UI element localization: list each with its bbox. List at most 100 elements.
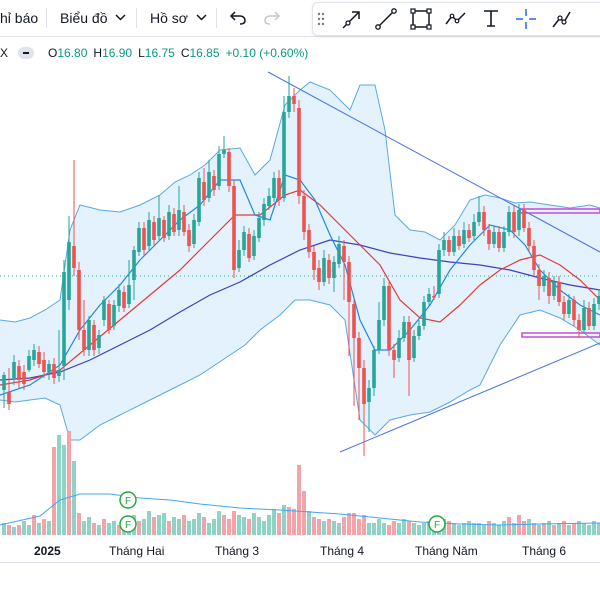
chevron-down-icon — [115, 13, 127, 24]
candle-body — [522, 210, 526, 228]
candle-body — [482, 212, 486, 230]
volume-bar — [302, 491, 306, 535]
volume-bar — [377, 519, 381, 535]
volume-bar — [572, 523, 576, 535]
candle-body — [277, 178, 281, 200]
candle-body — [42, 360, 46, 372]
redo-button[interactable] — [263, 0, 281, 36]
candle-body — [507, 212, 511, 232]
trend-line-tool-button[interactable] — [373, 6, 399, 32]
volume-bar — [117, 525, 121, 535]
ma-mid-line — [0, 189, 600, 386]
candle-body — [327, 260, 331, 278]
volume-bar — [352, 513, 356, 535]
candle-body — [82, 330, 86, 350]
arrow-tool-button[interactable] — [339, 6, 365, 32]
volume-bar — [367, 523, 371, 535]
path-icon — [445, 12, 466, 25]
candle-body — [527, 228, 531, 246]
volume-bar — [177, 519, 181, 535]
price-chart[interactable]: F F F — [0, 36, 600, 576]
volume-bar — [317, 519, 321, 535]
top-toolbar: hỉ báo Biểu đồ Hồ sơ — [0, 0, 600, 37]
crosshair-tool-button[interactable] — [513, 6, 539, 32]
candle-body — [432, 296, 436, 298]
candle-body — [127, 285, 131, 304]
candle-body — [577, 320, 581, 330]
volume-bar — [92, 523, 96, 535]
volume-bar — [12, 527, 16, 535]
volume-bar — [567, 525, 571, 535]
close-value: 16.85 — [189, 46, 220, 60]
candle-body — [332, 262, 336, 278]
volume-bar — [297, 465, 301, 535]
volume-bar — [382, 523, 386, 535]
profile-label: Hồ sơ — [150, 10, 188, 26]
divider — [136, 8, 137, 28]
drawing-toolbar — [312, 2, 600, 36]
volume-bar — [187, 521, 191, 535]
volume-bar — [457, 525, 461, 535]
open-value: 16.80 — [57, 46, 88, 60]
candle-body — [402, 322, 406, 338]
volume-bar — [77, 513, 81, 535]
candle-body — [117, 290, 121, 306]
volume-bar — [287, 507, 291, 535]
volume-bar — [102, 519, 106, 535]
volume-bar — [162, 513, 166, 535]
charts-menu[interactable]: Biểu đồ — [60, 0, 127, 36]
volume-bar — [192, 519, 196, 535]
candle-body — [497, 232, 501, 248]
volume-bar — [522, 521, 526, 535]
candle-body — [227, 152, 231, 186]
candle-body — [132, 250, 136, 280]
profile-menu[interactable]: Hồ sơ — [150, 0, 207, 36]
indicators-menu[interactable]: hỉ báo — [0, 0, 38, 36]
brush-tool-button[interactable] — [548, 6, 574, 32]
candle-body — [57, 370, 61, 376]
candle-body — [302, 196, 306, 232]
volume-bar — [392, 521, 396, 535]
upper-trendline — [267, 71, 600, 253]
axis-label-jun: Tháng 6 — [522, 544, 567, 558]
candle-body — [307, 230, 311, 252]
candle-body — [172, 214, 176, 232]
rectangle-tool-button[interactable] — [408, 6, 434, 32]
candle-body — [587, 308, 591, 326]
candle-body — [272, 178, 276, 198]
volume-bar — [467, 521, 471, 535]
candle-body — [142, 228, 146, 250]
arrow-line-icon — [342, 11, 360, 29]
close-key: C — [180, 46, 190, 60]
volume-bar — [452, 523, 456, 535]
collapse-button[interactable] — [18, 47, 35, 59]
candle-body — [232, 186, 236, 270]
candle-body — [417, 326, 421, 336]
change-value: +0.10 (+0.60%) — [225, 46, 309, 60]
candle-body — [87, 320, 91, 350]
volume-bar — [447, 521, 451, 535]
text-tool-button[interactable] — [478, 6, 504, 32]
candle-body — [422, 302, 426, 326]
axis-label-mar: Tháng 3 — [215, 544, 260, 558]
path-tool-button[interactable] — [443, 6, 469, 32]
candle-body — [487, 230, 491, 244]
undo-button[interactable] — [229, 0, 247, 36]
volume-bar — [232, 511, 236, 535]
volume-bar — [252, 513, 256, 535]
dividend-marker-label: F — [125, 496, 131, 507]
candle-body — [287, 96, 291, 112]
volume-bar — [47, 521, 51, 535]
volume-bar — [82, 521, 86, 535]
candle-body — [52, 364, 56, 378]
volume-bar — [227, 519, 231, 535]
dividend-marker-icon — [428, 515, 446, 533]
volume-bar — [322, 521, 326, 535]
candle-body — [392, 350, 396, 360]
volume-bar — [7, 525, 11, 535]
volume-bar — [277, 513, 281, 535]
volume-bar — [472, 523, 476, 535]
volume-bar — [52, 447, 56, 535]
drag-handle[interactable] — [315, 6, 327, 32]
candle-body — [77, 270, 81, 330]
